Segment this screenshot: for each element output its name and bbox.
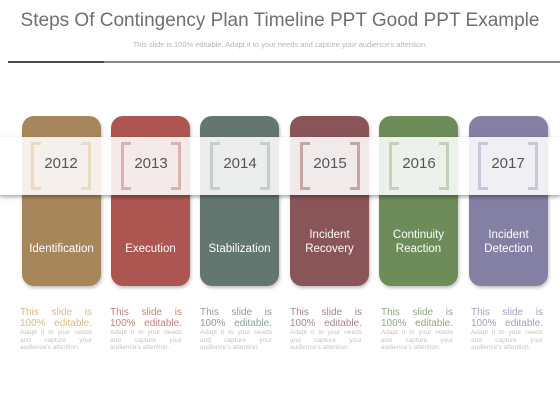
description-body: Adapt it to your needs and capture your … bbox=[110, 329, 182, 351]
year-bracket-2015: 2015 bbox=[300, 142, 360, 190]
year-label: 2017 bbox=[491, 155, 525, 172]
right-bracket bbox=[81, 142, 91, 190]
description-lead: This slide is 100% editable. bbox=[20, 307, 92, 329]
left-bracket bbox=[389, 142, 399, 190]
right-bracket bbox=[350, 142, 360, 190]
year-label: 2013 bbox=[134, 155, 168, 172]
year-bracket-2013: 2013 bbox=[121, 142, 181, 190]
step-label: Stabilization bbox=[208, 243, 271, 255]
step-description-2016: This slide is 100% editable. Adapt it to… bbox=[381, 307, 453, 352]
step-description-2013: This slide is 100% editable. Adapt it to… bbox=[110, 307, 182, 352]
description-lead: This slide is 100% editable. bbox=[290, 307, 362, 329]
description-body: Adapt it to your needs and capture your … bbox=[471, 329, 543, 351]
year-label: 2012 bbox=[44, 155, 78, 172]
step-label: Identification bbox=[29, 243, 94, 255]
step-label: Continuity Reaction bbox=[392, 229, 445, 255]
description-lead: This slide is 100% editable. bbox=[471, 307, 543, 329]
year-bracket-2012: 2012 bbox=[31, 142, 91, 190]
year-label: 2016 bbox=[402, 155, 436, 172]
description-lead: This slide is 100% editable. bbox=[110, 307, 182, 329]
left-bracket bbox=[31, 142, 41, 190]
header-divider bbox=[8, 61, 560, 63]
right-bracket bbox=[260, 142, 270, 190]
right-bracket bbox=[439, 142, 449, 190]
step-label: Execution bbox=[125, 243, 176, 255]
step-label: Incident Detection bbox=[484, 229, 533, 255]
step-label: Incident Recovery bbox=[305, 229, 354, 255]
description-body: Adapt it to your needs and capture your … bbox=[20, 329, 92, 351]
description-lead: This slide is 100% editable. bbox=[200, 307, 272, 329]
step-description-2012: This slide is 100% editable. Adapt it to… bbox=[20, 307, 92, 352]
step-description-2014: This slide is 100% editable. Adapt it to… bbox=[200, 307, 272, 352]
year-bracket-2014: 2014 bbox=[210, 142, 270, 190]
left-bracket bbox=[121, 142, 131, 190]
description-body: Adapt it to your needs and capture your … bbox=[200, 329, 272, 351]
description-body: Adapt it to your needs and capture your … bbox=[381, 329, 453, 351]
right-bracket bbox=[171, 142, 181, 190]
slide-subtitle: This slide is 100% editable. Adapt it to… bbox=[132, 40, 428, 49]
description-lead: This slide is 100% editable. bbox=[381, 307, 453, 329]
left-bracket bbox=[300, 142, 310, 190]
slide-title: Steps Of Contingency Plan Timeline PPT G… bbox=[20, 10, 540, 31]
year-label: 2015 bbox=[313, 155, 347, 172]
year-bracket-2017: 2017 bbox=[478, 142, 538, 190]
step-description-2015: This slide is 100% editable. Adapt it to… bbox=[290, 307, 362, 352]
left-bracket bbox=[478, 142, 488, 190]
description-body: Adapt it to your needs and capture your … bbox=[290, 329, 362, 351]
timeline-band bbox=[0, 137, 560, 195]
year-bracket-2016: 2016 bbox=[389, 142, 449, 190]
right-bracket bbox=[528, 142, 538, 190]
header-divider-accent bbox=[8, 61, 104, 63]
step-description-2017: This slide is 100% editable. Adapt it to… bbox=[471, 307, 543, 352]
left-bracket bbox=[210, 142, 220, 190]
year-label: 2014 bbox=[223, 155, 257, 172]
